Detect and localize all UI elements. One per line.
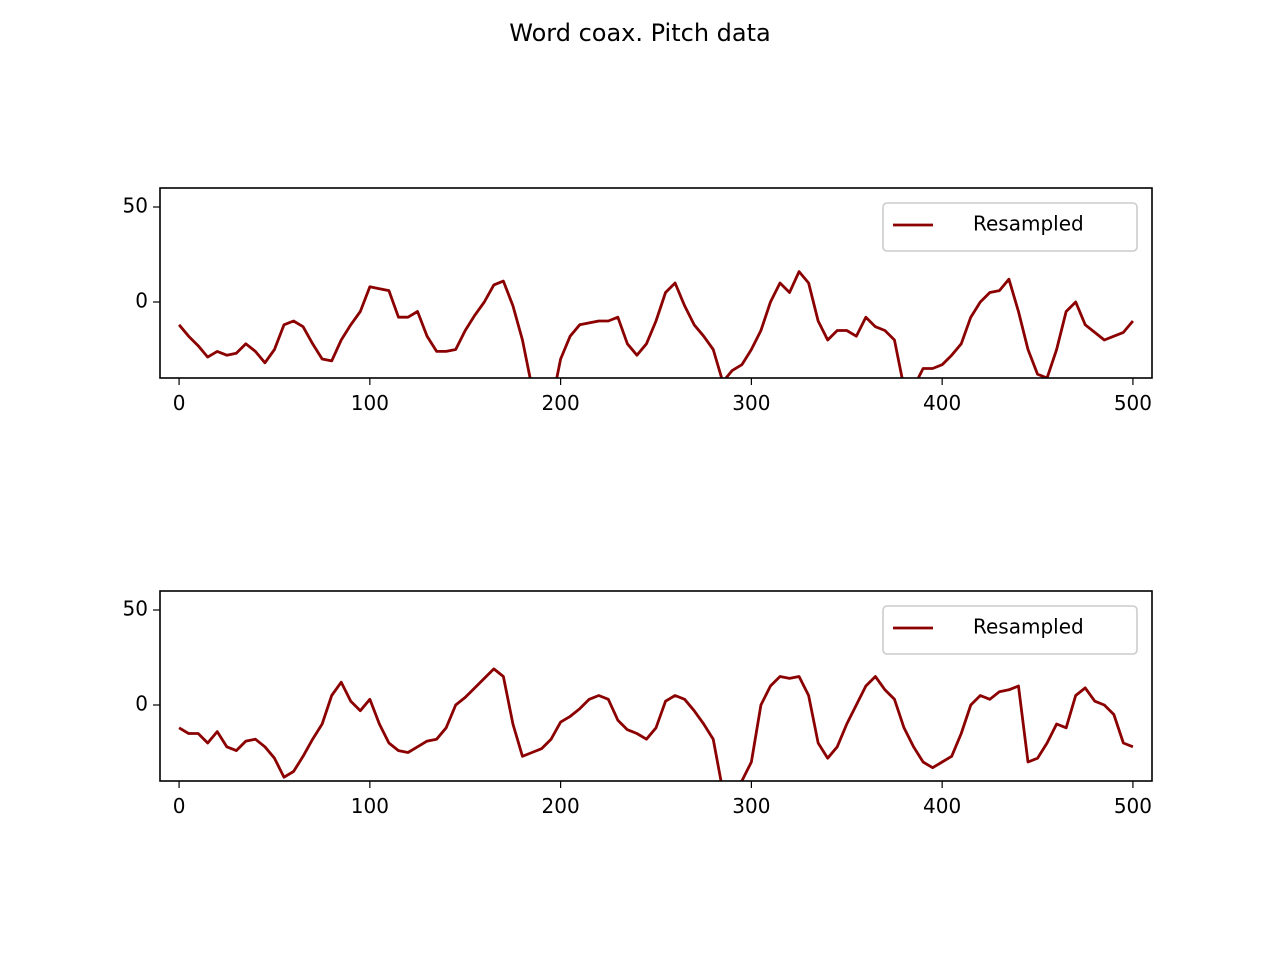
legend-label: Resampled [973,212,1084,236]
data-line [178,270,1134,378]
y-tick-label: 0 [135,692,148,716]
x-tick-label: 400 [923,794,961,818]
x-tick-label: 400 [923,391,961,415]
data-line [178,667,1134,781]
x-tick-label: 200 [542,391,580,415]
legend-box [882,202,1138,252]
y-tick-label: 0 [135,289,148,313]
x-tick-label: 0 [173,794,186,818]
x-tick-label: 100 [351,794,389,818]
y-tick-label: 50 [123,194,148,218]
x-tick-label: 500 [1114,391,1152,415]
legend-label: Resampled [973,615,1084,639]
axes-frame [159,590,1153,782]
figure-title: Word coax. Pitch data [509,19,770,47]
axes-frame [159,187,1153,379]
legend-box [882,605,1138,655]
x-tick-label: 0 [173,391,186,415]
y-tick-label: 50 [123,597,148,621]
plot-area [178,270,1134,378]
x-tick-label: 500 [1114,794,1152,818]
x-tick-label: 100 [351,391,389,415]
plot-area [178,667,1134,781]
x-tick-label: 300 [732,794,770,818]
x-tick-label: 300 [732,391,770,415]
x-tick-label: 200 [542,794,580,818]
